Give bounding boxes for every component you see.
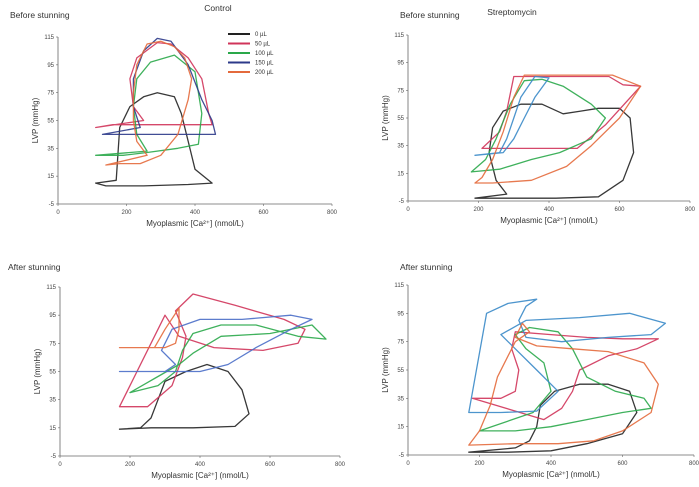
- series-line-2: [471, 331, 659, 421]
- series-line-4: [101, 37, 217, 136]
- y-tick-label: 55: [49, 370, 56, 376]
- y-tick-label: 75: [49, 341, 56, 347]
- panel-label: Before stunning: [400, 10, 460, 20]
- y-tick-label: 35: [397, 396, 404, 402]
- panel-label: After stunning: [400, 262, 453, 272]
- legend-entry: 50 µL: [255, 42, 271, 48]
- y-tick-label: 15: [47, 174, 54, 180]
- y-tick-label: 15: [397, 171, 404, 177]
- y-tick-label: 15: [397, 425, 404, 431]
- y-tick-label: 75: [47, 91, 54, 97]
- x-tick-label: 0: [58, 462, 62, 468]
- y-tick-label: 115: [44, 35, 54, 41]
- legend-entry: 200 µL: [255, 70, 274, 76]
- x-tick-label: 600: [265, 462, 276, 468]
- x-tick-label: 400: [195, 462, 206, 468]
- x-tick-label: 200: [125, 462, 136, 468]
- series-line-5: [118, 307, 180, 349]
- y-tick-label: -5: [49, 202, 55, 208]
- y-tick-label: 55: [47, 119, 54, 125]
- series-line-3: [470, 78, 607, 173]
- x-tick-label: 800: [335, 462, 346, 468]
- x-axis-label: Myoplasmic [Ca²⁺] (nmol/L): [146, 219, 244, 228]
- x-tick-label: 200: [121, 210, 132, 216]
- x-tick-label: 200: [473, 207, 484, 213]
- y-tick-label: 75: [397, 88, 404, 94]
- series-line-5: [474, 74, 642, 184]
- panel-label: After stunning: [8, 262, 61, 272]
- y-tick-label: 15: [49, 426, 56, 432]
- y-tick-label: 35: [47, 146, 54, 152]
- series-line-3: [478, 326, 652, 432]
- x-tick-label: 800: [685, 207, 696, 213]
- y-axis-label: LVP (mmHg): [33, 348, 42, 394]
- series-line-1: [468, 383, 638, 453]
- series-line-3: [129, 324, 327, 394]
- y-tick-label: -5: [399, 199, 405, 205]
- series-line-1: [118, 363, 250, 430]
- x-tick-label: 400: [190, 210, 201, 216]
- x-tick-label: 600: [258, 210, 269, 216]
- x-tick-label: 0: [56, 210, 60, 216]
- x-tick-label: 0: [406, 207, 410, 213]
- x-tick-label: 400: [546, 461, 557, 467]
- series-line-5: [468, 322, 659, 446]
- series-line-2: [95, 41, 213, 129]
- legend: 0 µL 50 µL 100 µL 150 µL 200 µL: [228, 32, 274, 76]
- y-tick-label: 35: [397, 144, 404, 150]
- y-tick-label: 95: [47, 63, 54, 69]
- y-tick-label: 35: [49, 398, 56, 404]
- series-line-1: [95, 92, 213, 187]
- y-tick-label: -5: [399, 453, 405, 459]
- series-line-4: [118, 314, 313, 373]
- series-line-4: [468, 298, 667, 414]
- x-tick-label: 800: [689, 461, 699, 467]
- series-line-2: [118, 293, 306, 408]
- x-tick-label: 200: [474, 461, 485, 467]
- chart-panel-1: Before stunning 0 200 400 600 800 -5 15 35 55 75 95…: [10, 10, 338, 228]
- x-axis-label: Myoplasmic [Ca²⁺] (nmol/L): [502, 470, 600, 479]
- column-title-control: Control: [204, 3, 232, 13]
- x-axis-label: Myoplasmic [Ca²⁺] (nmol/L): [151, 471, 249, 480]
- x-axis-label: Myoplasmic [Ca²⁺] (nmol/L): [500, 216, 598, 225]
- legend-entry: 100 µL: [255, 51, 274, 57]
- y-tick-label: -5: [51, 454, 57, 460]
- series-line-1: [474, 103, 635, 199]
- chart-panel-2: Before stunning 0 200 400 600 800 -5 15 35 55 75 95…: [381, 10, 696, 225]
- x-tick-label: 0: [406, 461, 410, 467]
- y-axis-label: LVP (mmHg): [381, 95, 390, 141]
- y-tick-label: 55: [397, 368, 404, 374]
- y-tick-label: 115: [394, 283, 404, 289]
- series-line-4: [474, 75, 550, 156]
- y-tick-label: 115: [394, 33, 404, 39]
- column-title-streptomycin: Streptomycin: [487, 7, 537, 17]
- y-tick-label: 95: [397, 61, 404, 67]
- panel-label: Before stunning: [10, 10, 70, 20]
- chart-panel-4: After stunning 0 200 400 600 800 -5 15 35 55 75 95 1…: [381, 262, 699, 479]
- y-tick-label: 115: [46, 285, 56, 291]
- y-axis-label: LVP (mmHg): [381, 347, 390, 393]
- x-tick-label: 400: [544, 207, 555, 213]
- chart-panel-3: After stunning 0 200 400 600 800 -5 15 35 55 75 95 1…: [8, 262, 346, 480]
- series-line-3: [95, 54, 203, 156]
- legend-entry: 0 µL: [255, 32, 267, 38]
- y-axis-label: LVP (mmHg): [31, 97, 40, 143]
- x-tick-label: 800: [327, 210, 338, 216]
- y-tick-label: 95: [49, 313, 56, 319]
- y-tick-label: 95: [397, 311, 404, 317]
- series-line-5: [105, 40, 193, 166]
- x-tick-label: 600: [617, 461, 628, 467]
- x-tick-label: 600: [614, 207, 625, 213]
- y-tick-label: 55: [397, 116, 404, 122]
- y-tick-label: 75: [397, 340, 404, 346]
- legend-entry: 150 µL: [255, 61, 274, 67]
